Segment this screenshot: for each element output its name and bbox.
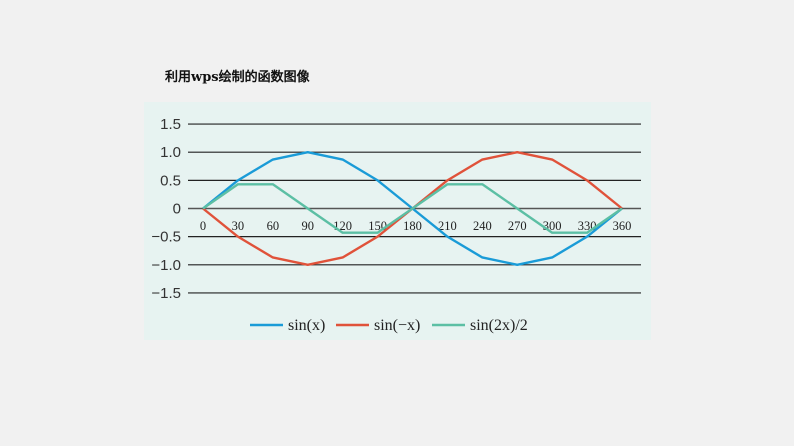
x-tick-label: 30 [232, 219, 245, 233]
y-tick-label: −0.5 [151, 229, 181, 246]
x-tick-label: 270 [508, 219, 527, 233]
x-tick-label: 120 [333, 219, 352, 233]
x-tick-label: 360 [613, 219, 632, 233]
y-tick-label: 1.5 [160, 116, 181, 133]
x-tick-label: 240 [473, 219, 492, 233]
y-tick-label: 0.5 [160, 172, 181, 189]
legend-label: sin(x) [288, 317, 325, 334]
legend-label: sin(2x)/2 [470, 317, 528, 334]
x-tick-label: 60 [267, 219, 280, 233]
y-tick-label: 0 [173, 201, 181, 218]
x-tick-label: 210 [438, 219, 457, 233]
y-tick-label: 1.0 [160, 144, 181, 161]
page-title: 利用wps绘制的函数图像 [165, 70, 310, 85]
series-line [202, 183, 623, 234]
x-tick-label: 180 [403, 219, 422, 233]
y-tick-label: −1.0 [151, 257, 181, 274]
y-tick-label: −1.5 [151, 285, 181, 302]
x-tick-label: 90 [302, 219, 315, 233]
x-tick-label: 0 [200, 219, 206, 233]
x-tick-label: 300 [543, 219, 562, 233]
legend-label: sin(−x) [374, 317, 420, 334]
